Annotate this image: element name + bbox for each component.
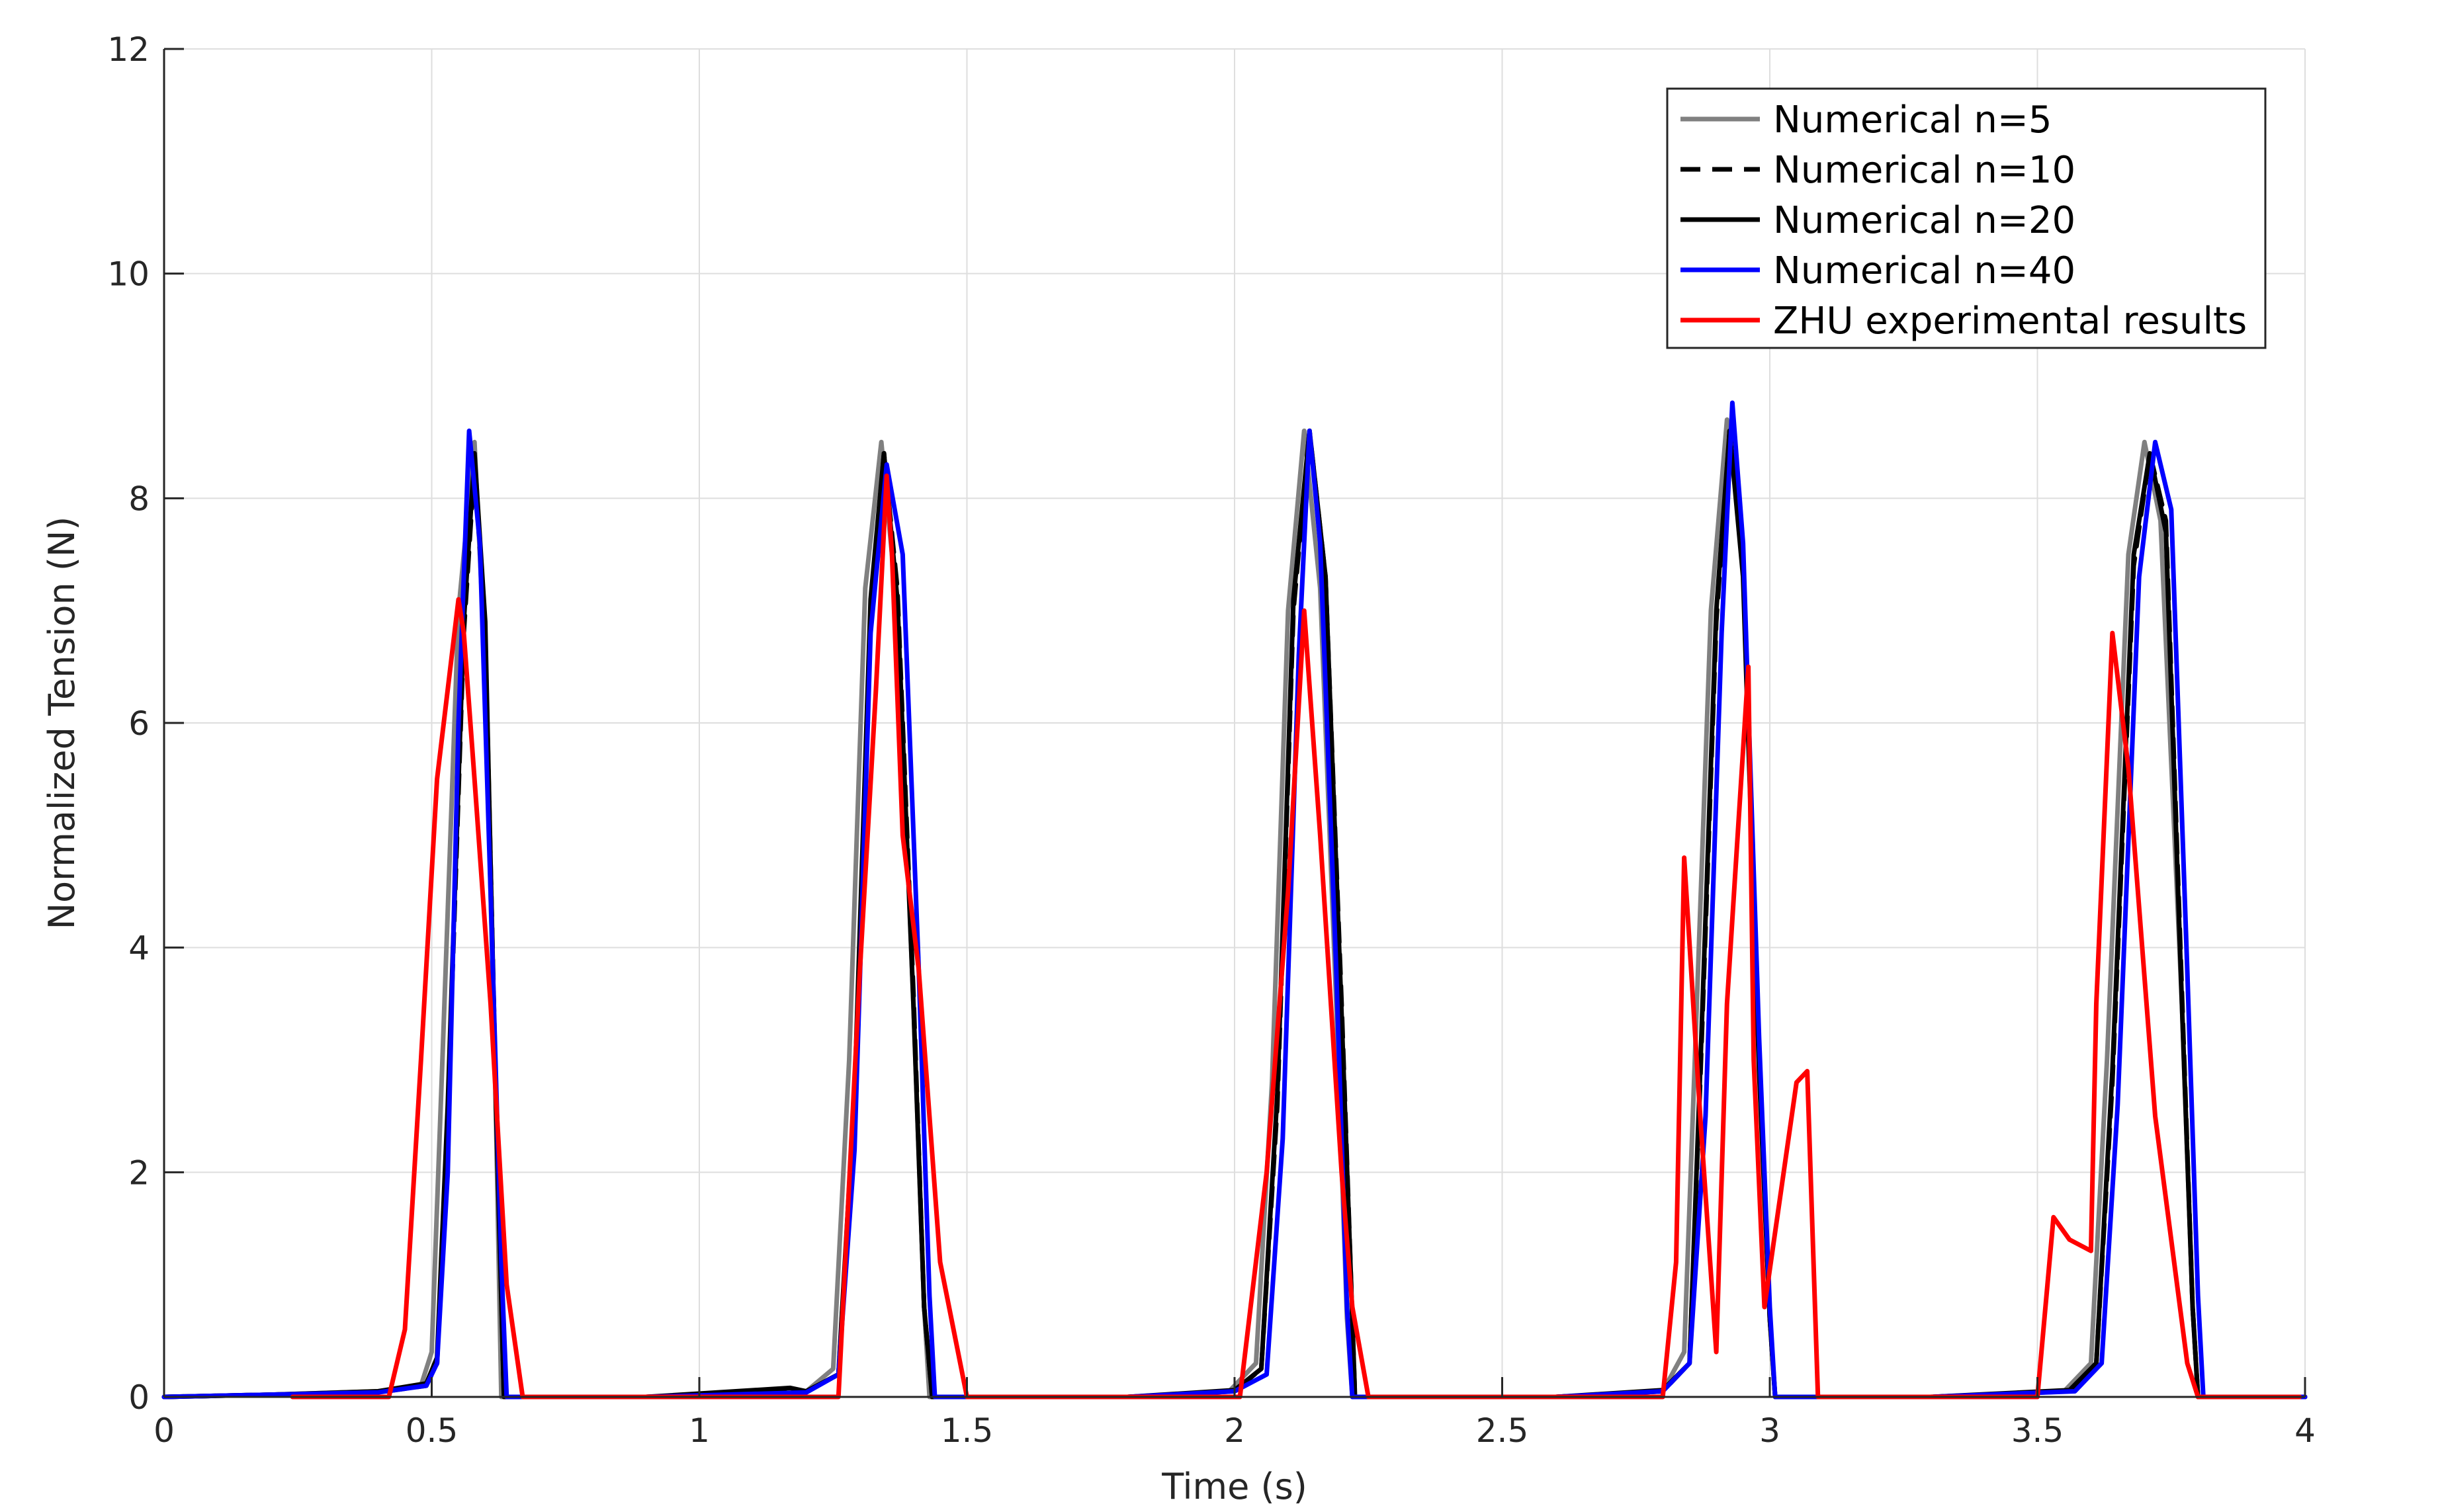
y-tick-label: 4 (128, 929, 150, 968)
series-line-4 (290, 473, 2302, 1400)
legend-label-n5: Numerical n=5 (1773, 99, 2052, 142)
x-tick-label: 4 (2294, 1411, 2316, 1450)
x-tick-label: 2 (1224, 1411, 1245, 1450)
x-tick-label: 2.5 (1476, 1411, 1529, 1450)
x-tick-label: 0.5 (406, 1411, 458, 1450)
tick-labels: 0 0.5 1 1.5 2 2.5 3 3.5 4 0 2 4 6 8 10 12 (107, 30, 2316, 1450)
x-tick-label: 0 (153, 1411, 175, 1450)
y-tick-label: 6 (128, 704, 150, 743)
grid (163, 48, 2306, 1398)
legend-label-zhu: ZHU experimental results (1773, 300, 2247, 343)
legend-box (1666, 87, 2267, 349)
y-axis-label: Normalized Tension (N) (41, 517, 83, 930)
y-tick-label: 12 (107, 30, 150, 69)
x-tick-label: 3 (1759, 1411, 1780, 1450)
axes (163, 48, 2306, 1398)
y-tick-label: 0 (128, 1378, 150, 1417)
y-tick-label: 2 (128, 1154, 150, 1192)
legend-label-n10: Numerical n=10 (1773, 149, 2075, 192)
x-tick-label: 1.5 (941, 1411, 994, 1450)
legend-label-n20: Numerical n=20 (1773, 199, 2075, 242)
legend-label-n40: Numerical n=40 (1773, 249, 2075, 292)
y-tick-label: 8 (128, 480, 150, 518)
x-tick-label: 3.5 (2011, 1411, 2064, 1450)
x-tick-label: 1 (689, 1411, 710, 1450)
series-line-3 (161, 400, 2308, 1400)
y-tick-label: 10 (107, 255, 150, 294)
legend: Numerical n=5 Numerical n=10 Numerical n… (1666, 87, 2267, 349)
x-axis-label: Time (s) (1161, 1466, 1307, 1507)
series-layer (161, 400, 2308, 1400)
